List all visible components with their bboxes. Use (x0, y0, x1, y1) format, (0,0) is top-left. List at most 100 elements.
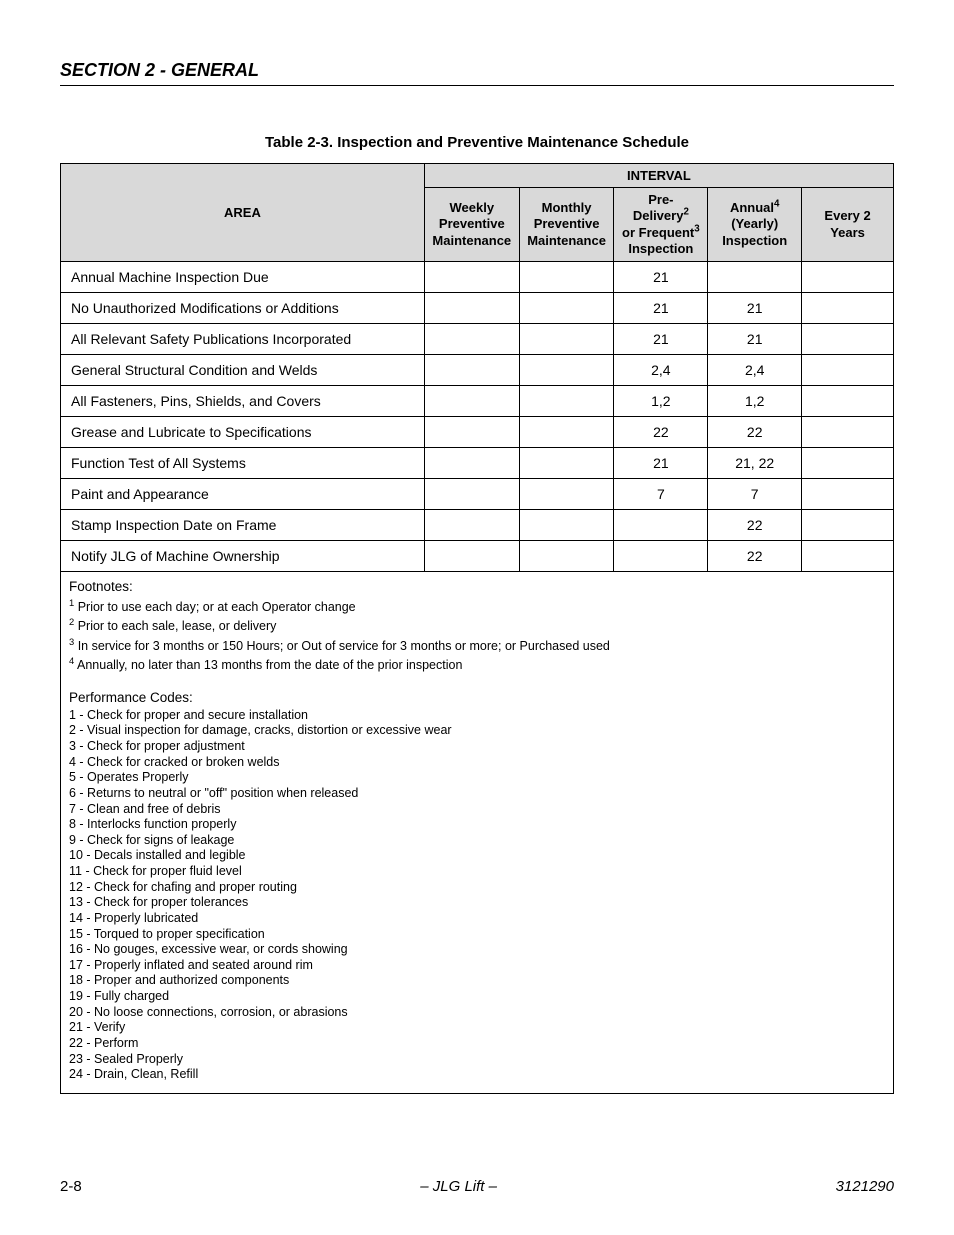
performance-code-line: 18 - Proper and authorized components (69, 973, 885, 989)
table-row: Notify JLG of Machine Ownership22 (61, 541, 894, 572)
performance-code-line: 5 - Operates Properly (69, 770, 885, 786)
value-cell (424, 386, 519, 417)
performance-code-line: 7 - Clean and free of debris (69, 802, 885, 818)
value-cell (424, 355, 519, 386)
performance-code-line: 13 - Check for proper tolerances (69, 895, 885, 911)
value-cell: 7 (708, 479, 802, 510)
value-cell: 21, 22 (708, 448, 802, 479)
performance-code-line: 4 - Check for cracked or broken welds (69, 755, 885, 771)
text: (Yearly) (731, 216, 778, 231)
value-cell: 21 (614, 448, 708, 479)
footnote-sup: 1 (69, 598, 74, 608)
value-cell: 2,4 (614, 355, 708, 386)
value-cell (519, 510, 614, 541)
footnote-line: 1 Prior to use each day; or at each Oper… (69, 599, 885, 617)
value-cell (424, 479, 519, 510)
value-cell (519, 479, 614, 510)
col-header-area: AREA (61, 164, 425, 262)
sup: 2 (683, 207, 688, 218)
performance-code-line: 14 - Properly lubricated (69, 911, 885, 927)
col-header-every2: Every 2 Years (802, 188, 894, 262)
performance-code-line: 8 - Interlocks function properly (69, 817, 885, 833)
value-cell (802, 324, 894, 355)
text: Maintenance (527, 233, 606, 248)
value-cell (802, 293, 894, 324)
value-cell (519, 262, 614, 293)
value-cell: 22 (614, 417, 708, 448)
value-cell: 21 (614, 293, 708, 324)
area-cell: Annual Machine Inspection Due (61, 262, 425, 293)
footnote-sup: 4 (69, 656, 74, 666)
table-row: Stamp Inspection Date on Frame22 (61, 510, 894, 541)
value-cell (802, 510, 894, 541)
text: Pre-Delivery (633, 192, 684, 223)
area-cell: No Unauthorized Modifications or Additio… (61, 293, 425, 324)
footnote-line: 2 Prior to each sale, lease, or delivery (69, 618, 885, 636)
value-cell (614, 541, 708, 572)
table-row: No Unauthorized Modifications or Additio… (61, 293, 894, 324)
performance-code-line: 17 - Properly inflated and seated around… (69, 958, 885, 974)
footer-doc-number: 3121290 (836, 1178, 894, 1195)
table-caption: Table 2-3. Inspection and Preventive Mai… (60, 134, 894, 151)
performance-code-line: 2 - Visual inspection for damage, cracks… (69, 723, 885, 739)
col-header-weekly: Weekly Preventive Maintenance (424, 188, 519, 262)
value-cell (424, 541, 519, 572)
value-cell (424, 324, 519, 355)
area-cell: Function Test of All Systems (61, 448, 425, 479)
table-row: General Structural Condition and Welds2,… (61, 355, 894, 386)
performance-code-line: 24 - Drain, Clean, Refill (69, 1067, 885, 1083)
table-row: Grease and Lubricate to Specifications 22… (61, 417, 894, 448)
value-cell: 22 (708, 417, 802, 448)
value-cell: 21 (708, 324, 802, 355)
value-cell (424, 262, 519, 293)
value-cell (424, 293, 519, 324)
value-cell (424, 417, 519, 448)
text: or Frequent (622, 225, 694, 240)
area-cell: All Relevant Safety Publications Incorpo… (61, 324, 425, 355)
col-header-monthly: Monthly Preventive Maintenance (519, 188, 614, 262)
value-cell: 1,2 (614, 386, 708, 417)
performance-code-line: 6 - Returns to neutral or "off" position… (69, 786, 885, 802)
area-cell: Grease and Lubricate to Specifications (61, 417, 425, 448)
value-cell (614, 510, 708, 541)
footnote-line: 3 In service for 3 months or 150 Hours; … (69, 638, 885, 656)
table-row: All Fasteners, Pins, Shields, and Covers… (61, 386, 894, 417)
col-header-interval: INTERVAL (424, 164, 893, 188)
table-row: All Relevant Safety Publications Incorpo… (61, 324, 894, 355)
performance-code-line: 19 - Fully charged (69, 989, 885, 1005)
value-cell (424, 448, 519, 479)
text: Maintenance (432, 233, 511, 248)
performance-code-line: 22 - Perform (69, 1036, 885, 1052)
value-cell (802, 479, 894, 510)
performance-code-line: 1 - Check for proper and secure installa… (69, 708, 885, 724)
value-cell (802, 541, 894, 572)
value-cell: 21 (614, 324, 708, 355)
text: Weekly (450, 200, 495, 215)
footnotes-container: Footnotes: 1 Prior to use each day; or a… (60, 572, 894, 1094)
footer-page-number: 2-8 (60, 1178, 82, 1195)
performance-codes-title: Performance Codes: (69, 689, 885, 708)
value-cell (708, 262, 802, 293)
area-cell: Stamp Inspection Date on Frame (61, 510, 425, 541)
text: Inspection (722, 233, 787, 248)
area-cell: Notify JLG of Machine Ownership (61, 541, 425, 572)
footnotes-block: Footnotes: 1 Prior to use each day; or a… (69, 578, 885, 675)
value-cell: 1,2 (708, 386, 802, 417)
text: Preventive (439, 216, 505, 231)
value-cell: 7 (614, 479, 708, 510)
page-footer: 2-8 – JLG Lift – 3121290 (60, 1178, 894, 1195)
text: Preventive (534, 216, 600, 231)
footnote-sup: 2 (69, 617, 74, 627)
performance-code-line: 16 - No gouges, excessive wear, or cords… (69, 942, 885, 958)
performance-code-line: 9 - Check for signs of leakage (69, 833, 885, 849)
value-cell (802, 417, 894, 448)
value-cell (519, 293, 614, 324)
value-cell: 2,4 (708, 355, 802, 386)
value-cell: 21 (614, 262, 708, 293)
performance-code-line: 10 - Decals installed and legible (69, 848, 885, 864)
table-row: Annual Machine Inspection Due 21 (61, 262, 894, 293)
performance-code-line: 11 - Check for proper fluid level (69, 864, 885, 880)
value-cell (802, 355, 894, 386)
value-cell: 21 (708, 293, 802, 324)
value-cell (519, 386, 614, 417)
